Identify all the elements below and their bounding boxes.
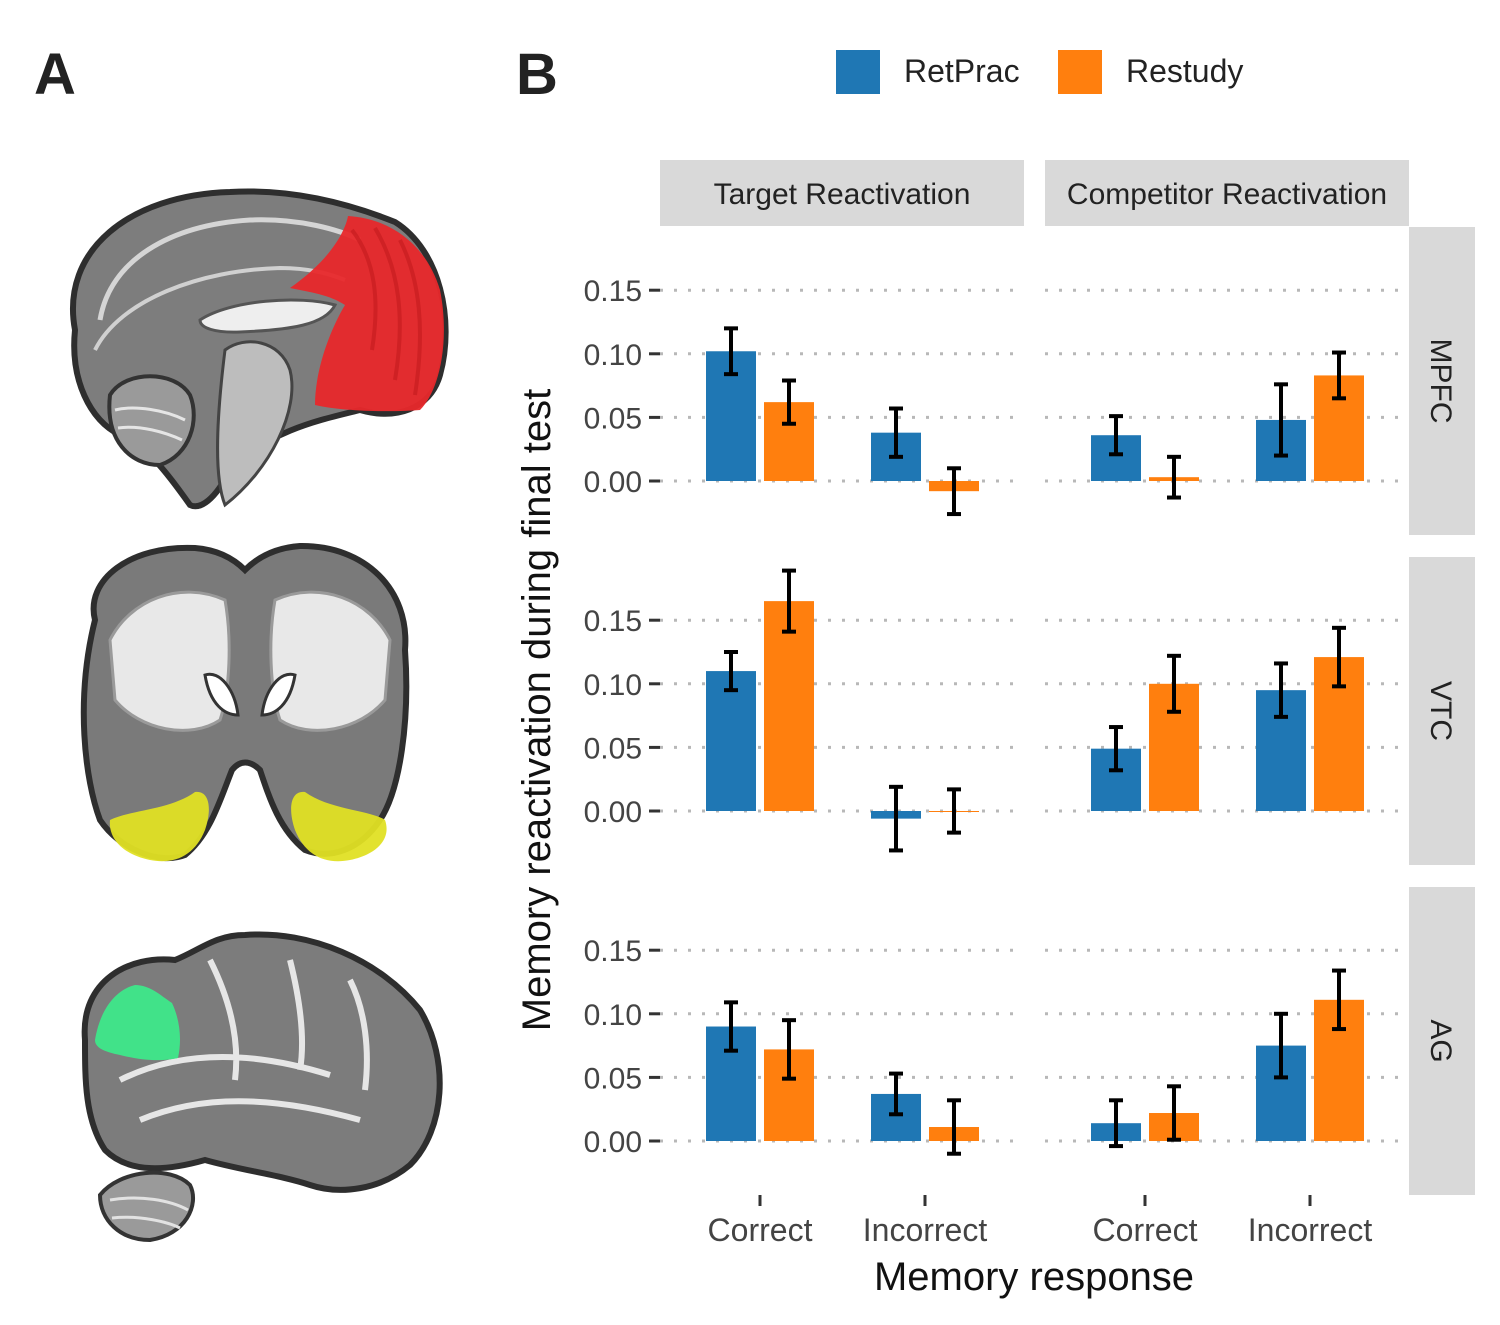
y-tick-label: 0.15: [584, 935, 642, 968]
strip-vtc: [1409, 557, 1475, 865]
x-tick-label-correct: Correct: [708, 1212, 813, 1248]
brain-lateral-ag-image: [81, 931, 443, 1243]
error-bar-ag-target-reactivation-incorrect-restudy: [947, 1098, 961, 1156]
y-tick-label: 0.05: [584, 402, 642, 435]
error-bar-ag-competitor-reactivation-correct-retprac: [1109, 1098, 1123, 1149]
bars: [706, 351, 1364, 1141]
x-tick-label-correct: Correct: [1093, 1212, 1198, 1248]
legend-swatch-retprac: [836, 50, 880, 94]
x-axis-title: Memory response: [874, 1255, 1194, 1299]
error-bar-mpfc-competitor-reactivation-correct-restudy: [1167, 454, 1181, 500]
strip-target-reactivation: [660, 160, 1024, 226]
legend-label-restudy: Restudy: [1126, 53, 1243, 89]
gridlines: [660, 288, 1409, 1143]
y-tick-label: 0.10: [584, 669, 642, 702]
facet-row-strips: MPFC VTC AG: [1409, 227, 1475, 1195]
strip-mpfc: [1409, 227, 1475, 535]
mpfc-region: [290, 216, 444, 412]
error-bar-mpfc-target-reactivation-incorrect-restudy: [947, 466, 961, 517]
error-bar-vtc-competitor-reactivation-incorrect-restudy: [1332, 625, 1346, 689]
x-tick-label-incorrect: Incorrect: [1248, 1212, 1373, 1248]
bar-vtc-target-reactivation-correct-retprac: [706, 671, 756, 811]
legend-swatch-restudy: [1058, 50, 1102, 94]
bar-vtc-target-reactivation-correct-restudy: [764, 601, 814, 811]
panel-b-label: B: [516, 42, 558, 107]
error-bar-mpfc-competitor-reactivation-correct-retprac: [1109, 414, 1123, 457]
strip-label-ag: AG: [1424, 1019, 1457, 1062]
error-bar-vtc-target-reactivation-correct-retprac: [724, 650, 738, 693]
error-bar-mpfc-competitor-reactivation-incorrect-retprac: [1274, 382, 1288, 458]
strip-label-competitor-reactivation: Competitor Reactivation: [1067, 178, 1387, 211]
error-bar-ag-target-reactivation-correct-restudy: [782, 1018, 796, 1081]
error-bar-mpfc-competitor-reactivation-incorrect-restudy: [1332, 350, 1346, 401]
strip-competitor-reactivation: [1045, 160, 1409, 226]
vtc-right-region: [291, 791, 387, 862]
brain-sagittal-mpfc-image: [70, 188, 449, 510]
strip-label-target-reactivation: Target Reactivation: [714, 178, 971, 211]
y-tick-label: 0.05: [584, 732, 642, 765]
y-tick-label: 0.15: [584, 605, 642, 638]
error-bar-ag-competitor-reactivation-incorrect-retprac: [1274, 1011, 1288, 1080]
error-bar-mpfc-target-reactivation-correct-retprac: [724, 326, 738, 377]
x-tick-label-incorrect: Incorrect: [863, 1212, 988, 1248]
error-bar-vtc-competitor-reactivation-correct-restudy: [1167, 653, 1181, 714]
y-tick-label: 0.05: [584, 1062, 642, 1095]
error-bars: [724, 326, 1346, 1156]
strip-ag: [1409, 887, 1475, 1195]
vtc-left-region: [109, 791, 209, 862]
x-axis-ticks: Correct Incorrect Correct Incorrect: [708, 1195, 1373, 1248]
error-bar-vtc-target-reactivation-correct-restudy: [782, 568, 796, 634]
error-bar-vtc-target-reactivation-incorrect-retprac: [889, 784, 903, 853]
y-tick-label: 0.15: [584, 275, 642, 308]
brain-coronal-vtc-image: [80, 542, 410, 862]
error-bar-vtc-competitor-reactivation-correct-retprac: [1109, 725, 1123, 773]
error-bar-vtc-target-reactivation-incorrect-restudy: [947, 787, 961, 835]
y-tick-label: 0.00: [584, 1126, 642, 1159]
error-bar-ag-target-reactivation-incorrect-retprac: [889, 1071, 903, 1117]
strip-label-mpfc: MPFC: [1424, 339, 1457, 424]
error-bar-ag-target-reactivation-correct-retprac: [724, 1000, 738, 1053]
y-tick-label: 0.00: [584, 796, 642, 829]
strip-label-vtc: VTC: [1424, 681, 1457, 741]
y-tick-label: 0.10: [584, 339, 642, 372]
legend-label-retprac: RetPrac: [904, 53, 1020, 89]
legend: RetPrac Restudy: [836, 50, 1243, 94]
y-axis-ticks: 0.00 0.05 0.10 0.15 0.00 0.05 0.10 0.15 0.00 0.05…: [584, 275, 660, 1159]
ag-region: [95, 985, 180, 1061]
y-tick-label: 0.00: [584, 466, 642, 499]
y-axis-title: Memory reactivation during final test: [515, 389, 559, 1032]
error-bar-ag-competitor-reactivation-incorrect-restudy: [1332, 968, 1346, 1032]
error-bar-mpfc-target-reactivation-correct-restudy: [782, 378, 796, 426]
y-tick-label: 0.10: [584, 999, 642, 1032]
error-bar-vtc-competitor-reactivation-incorrect-retprac: [1274, 661, 1288, 719]
error-bar-ag-competitor-reactivation-correct-restudy: [1167, 1084, 1181, 1142]
panel-a-label: A: [34, 42, 76, 107]
error-bar-mpfc-target-reactivation-incorrect-retprac: [889, 406, 903, 459]
facet-column-strips: Target Reactivation Competitor Reactivat…: [660, 160, 1409, 226]
